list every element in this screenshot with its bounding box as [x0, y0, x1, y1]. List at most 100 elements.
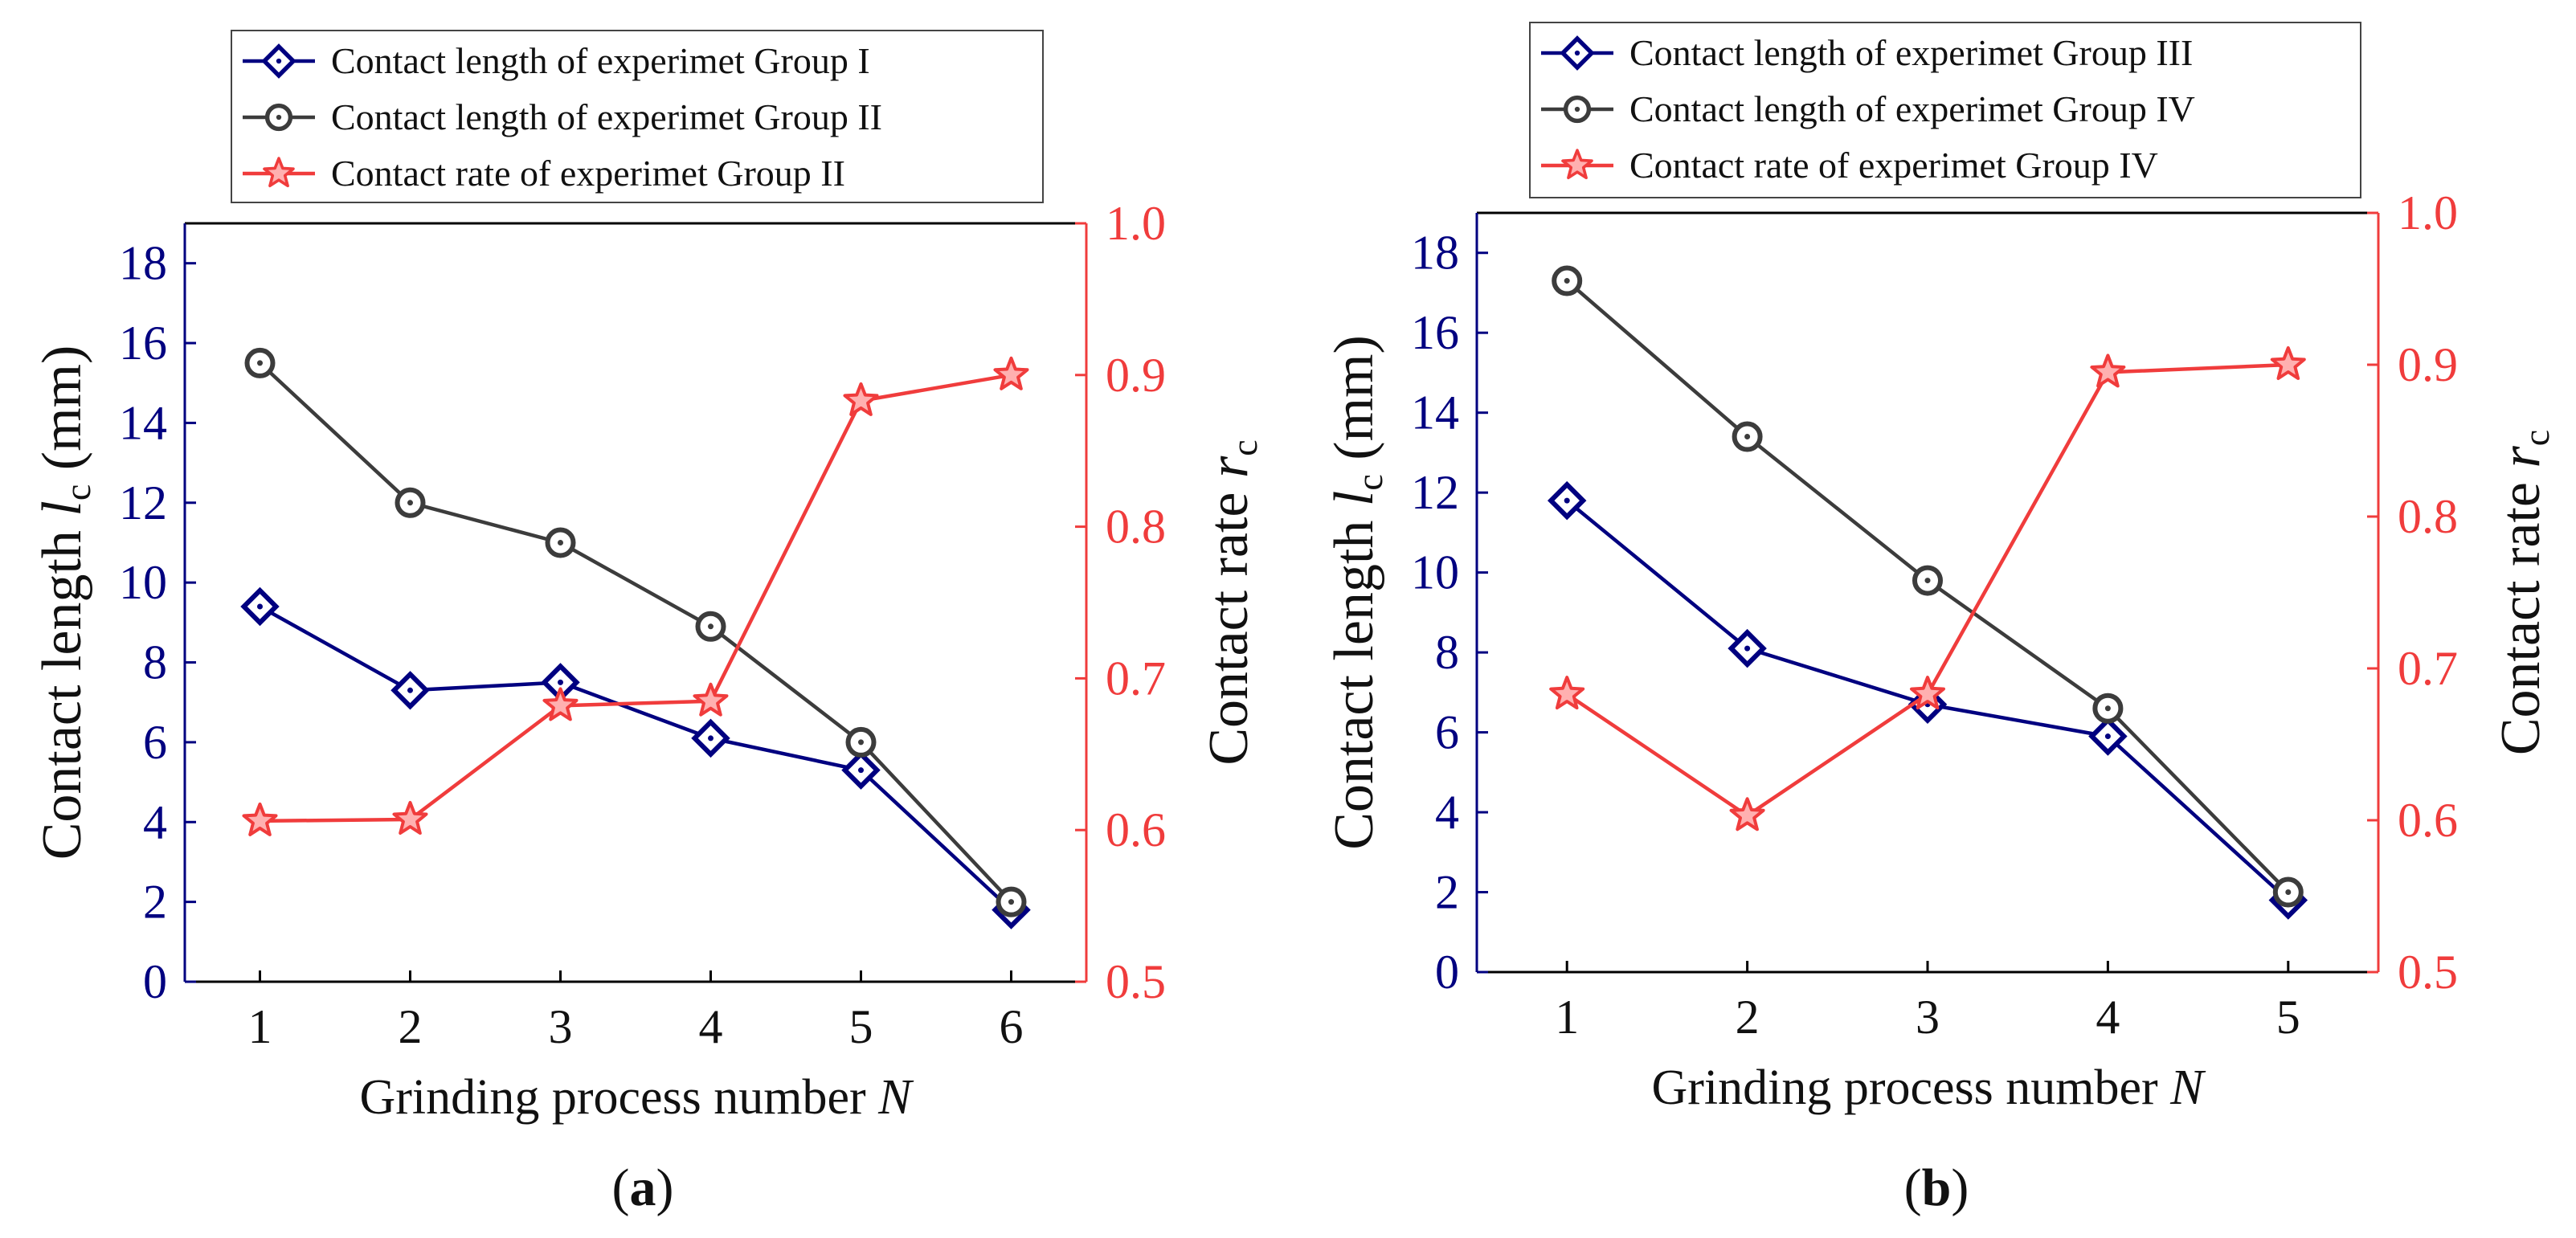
- panel-caption: (a): [612, 1158, 674, 1217]
- x-axis-label-var: N: [877, 1070, 914, 1125]
- left-y-axis-label: Contact length lc (mm): [1323, 335, 1390, 850]
- legend-label: Contact length of experimet Group III: [1629, 32, 2193, 73]
- caption-close: ): [1951, 1158, 1969, 1217]
- legend-marker-diamond-dot: [1574, 50, 1580, 56]
- data-point-circle-dot: [257, 360, 263, 366]
- panel-caption: (b): [1904, 1158, 1969, 1217]
- right-tick-label: 0.7: [2398, 642, 2458, 695]
- left-y-label-unit: (mm): [1323, 335, 1385, 474]
- series-3: [1549, 346, 2306, 831]
- left-tick-label: 0: [143, 955, 167, 1008]
- data-point-circle: [244, 347, 276, 378]
- data-point-star: [1549, 676, 1585, 710]
- right-tick-label: 0.6: [1106, 803, 1166, 856]
- data-point-diamond: [390, 671, 430, 710]
- x-tick-label: 4: [2096, 991, 2120, 1044]
- right-y-axis-label: Contact rate rc: [1198, 439, 1265, 765]
- series-3: [242, 356, 1029, 836]
- right-tick-label: 0.7: [1106, 652, 1166, 705]
- data-point-circle: [2272, 876, 2304, 908]
- left-tick-label: 2: [143, 876, 167, 929]
- x-tick-label: 3: [549, 1000, 573, 1053]
- right-y-label-var: r: [1198, 456, 1260, 478]
- caption-letter: b: [1922, 1158, 1952, 1217]
- data-point-diamond: [841, 750, 881, 790]
- data-point-diamond: [2088, 717, 2128, 756]
- legend-entry: Contact length of experimet Group I: [243, 40, 870, 81]
- data-point-diamond: [1728, 628, 1767, 668]
- left-y-label-unit: (mm): [31, 345, 93, 484]
- data-point-circle-dot: [2104, 705, 2111, 712]
- data-point-diamond-dot: [2104, 733, 2111, 740]
- legend-marker-diamond: [261, 43, 296, 79]
- series-line: [258, 362, 1013, 904]
- series-2: [244, 347, 1027, 917]
- left-tick-label: 6: [1435, 706, 1459, 759]
- data-point-circle: [2092, 693, 2124, 724]
- right-tick-label: 1.0: [1106, 197, 1166, 250]
- data-point-circle-dot: [1564, 278, 1570, 284]
- legend-label: Contact length of experimet Group I: [331, 40, 870, 81]
- legend-entry: Contact length of experimet Group IV: [1541, 88, 2195, 129]
- left-tick-label: 12: [1411, 466, 1459, 519]
- data-point-star: [2270, 346, 2306, 380]
- data-point-circle-dot: [1744, 434, 1751, 440]
- data-point-circle: [1912, 565, 1943, 596]
- x-axis-label-text: Grinding process number: [1651, 1060, 2170, 1115]
- left-tick-label: 8: [1435, 626, 1459, 679]
- x-axis-label: Grinding process number N: [1651, 1060, 2206, 1115]
- legend-label: Contact length of experimet Group IV: [1629, 88, 2195, 129]
- data-point-diamond-dot: [407, 687, 413, 693]
- legend-marker-circle-dot: [1574, 106, 1580, 112]
- left-tick-label: 4: [1435, 786, 1459, 839]
- data-point-star: [993, 356, 1029, 390]
- data-point-diamond-dot: [558, 679, 563, 685]
- data-point-star: [693, 682, 729, 717]
- legend: Contact length of experimet Group III Con…: [1529, 22, 2361, 198]
- legend-box: [231, 30, 1044, 203]
- right-tick-label: 1.0: [2398, 186, 2458, 239]
- left-y-axis-label: Contact length lc (mm): [31, 345, 98, 860]
- data-point-star: [2090, 353, 2126, 388]
- left-tick-label: 10: [1411, 546, 1459, 599]
- legend: Contact length of experimet Group I Conta…: [231, 30, 1044, 203]
- legend-entry: Contact rate of experimet Group IV: [1541, 145, 2158, 186]
- right-y-label-text: Contact rate: [1198, 478, 1260, 766]
- x-axis-label-var: N: [2169, 1060, 2206, 1115]
- data-point-circle: [996, 886, 1027, 917]
- left-tick-label: 6: [143, 716, 167, 769]
- x-tick-label: 5: [849, 1000, 873, 1053]
- left-y-label-sub: c: [1349, 474, 1390, 490]
- x-axis-label: Grinding process number N: [359, 1070, 914, 1125]
- right-tick-label: 0.8: [2398, 490, 2458, 543]
- x-tick-label: 1: [1555, 991, 1579, 1044]
- x-tick-label: 6: [1000, 1000, 1024, 1053]
- left-tick-label: 14: [119, 396, 167, 449]
- left-tick-label: 4: [143, 795, 167, 848]
- left-tick-label: 16: [119, 317, 167, 370]
- right-tick-label: 0.5: [1106, 955, 1166, 1008]
- legend-marker-star: [263, 157, 295, 188]
- data-point-diamond: [1547, 480, 1587, 521]
- data-point-circle: [1732, 421, 1763, 452]
- caption-letter: a: [630, 1158, 656, 1217]
- x-tick-label: 5: [2276, 991, 2300, 1044]
- left-y-label-sub: c: [57, 484, 98, 501]
- x-tick-label: 4: [699, 1000, 723, 1053]
- right-tick-label: 0.5: [2398, 946, 2458, 999]
- x-tick-label: 2: [1736, 991, 1760, 1044]
- series-line: [259, 605, 1013, 912]
- caption-close: ): [656, 1158, 674, 1217]
- caption-open: (: [1904, 1158, 1922, 1217]
- right-tick-label: 0.8: [1106, 501, 1166, 554]
- data-point-circle-dot: [407, 500, 413, 506]
- left-tick-label: 8: [143, 636, 167, 689]
- right-tick-label: 0.9: [1106, 349, 1166, 402]
- left-tick-label: 18: [119, 237, 167, 290]
- data-point-star: [542, 687, 579, 721]
- data-point-diamond-dot: [1564, 497, 1570, 504]
